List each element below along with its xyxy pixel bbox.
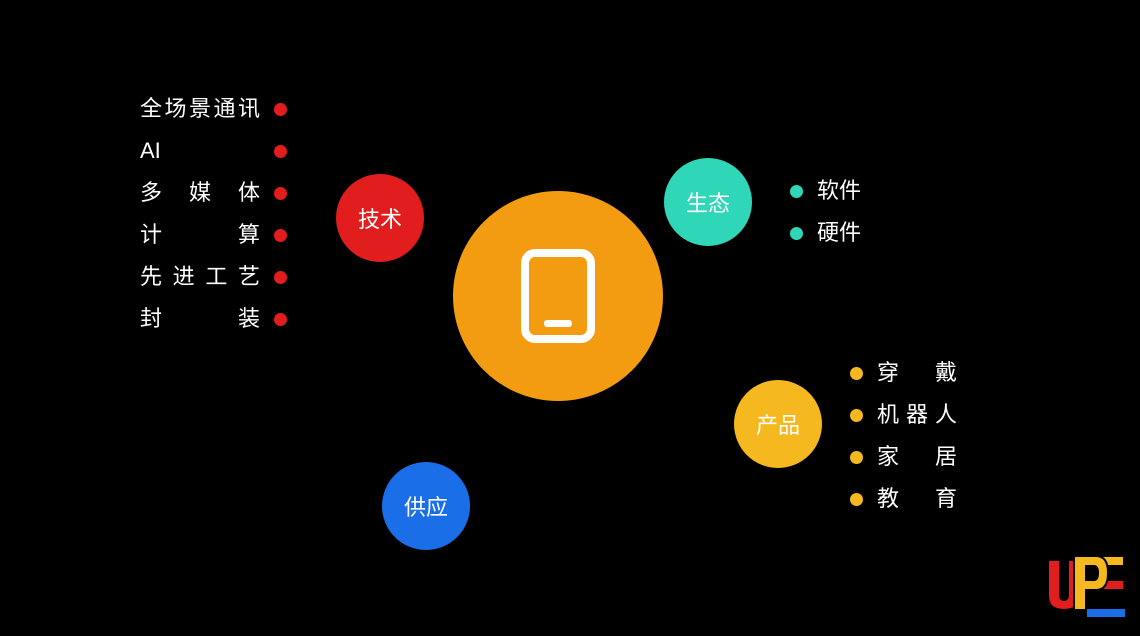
list-item-label: 软件 <box>817 180 861 202</box>
node-eco-label: 生态 <box>686 186 730 218</box>
node-tech-label: 技术 <box>358 202 402 234</box>
bullet-dot <box>274 271 287 284</box>
list-item-label: 教育 <box>877 488 957 510</box>
node-supply-label: 供应 <box>404 490 448 522</box>
node-product-label: 产品 <box>756 408 800 440</box>
node-supply: 供应 <box>382 462 470 550</box>
bullet-dot <box>790 227 803 240</box>
list-item-label: 穿戴 <box>877 362 957 384</box>
node-tech: 技术 <box>336 174 424 262</box>
bullet-dot <box>850 367 863 380</box>
list-item: 教育 <box>850 488 957 510</box>
product-list: 穿戴 机器人 家居 教育 <box>850 362 957 510</box>
list-item-label: 封装 <box>140 308 260 330</box>
list-item: 多媒体 <box>140 182 287 204</box>
list-item: 封装 <box>140 308 287 330</box>
up-logo <box>1044 550 1128 622</box>
list-item: 先进工艺 <box>140 266 287 288</box>
list-item: AI <box>140 140 287 162</box>
node-product: 产品 <box>734 380 822 468</box>
center-node <box>453 191 663 401</box>
eco-list: 软件 硬件 <box>790 180 861 244</box>
bullet-dot <box>850 493 863 506</box>
list-item: 穿戴 <box>850 362 957 384</box>
tablet-icon <box>521 249 595 343</box>
list-item: 机器人 <box>850 404 957 426</box>
bullet-dot <box>274 187 287 200</box>
list-item-label: 硬件 <box>817 222 861 244</box>
list-item-label: 先进工艺 <box>140 266 260 288</box>
node-eco: 生态 <box>664 158 752 246</box>
list-item-label: 多媒体 <box>140 182 260 204</box>
list-item-label: AI <box>140 140 260 162</box>
tech-list: 全场景通讯 AI 多媒体 计算 先进工艺 封装 <box>140 98 287 330</box>
list-item-label: 家居 <box>877 446 957 468</box>
bullet-dot <box>850 451 863 464</box>
list-item: 家居 <box>850 446 957 468</box>
bullet-dot <box>790 185 803 198</box>
bullet-dot <box>274 103 287 116</box>
list-item-label: 机器人 <box>877 404 957 426</box>
list-item-label: 计算 <box>140 224 260 246</box>
bullet-dot <box>274 229 287 242</box>
list-item: 全场景通讯 <box>140 98 287 120</box>
bullet-dot <box>274 145 287 158</box>
list-item: 计算 <box>140 224 287 246</box>
list-item: 硬件 <box>790 222 861 244</box>
list-item-label: 全场景通讯 <box>140 98 260 120</box>
bullet-dot <box>850 409 863 422</box>
list-item: 软件 <box>790 180 861 202</box>
bullet-dot <box>274 313 287 326</box>
